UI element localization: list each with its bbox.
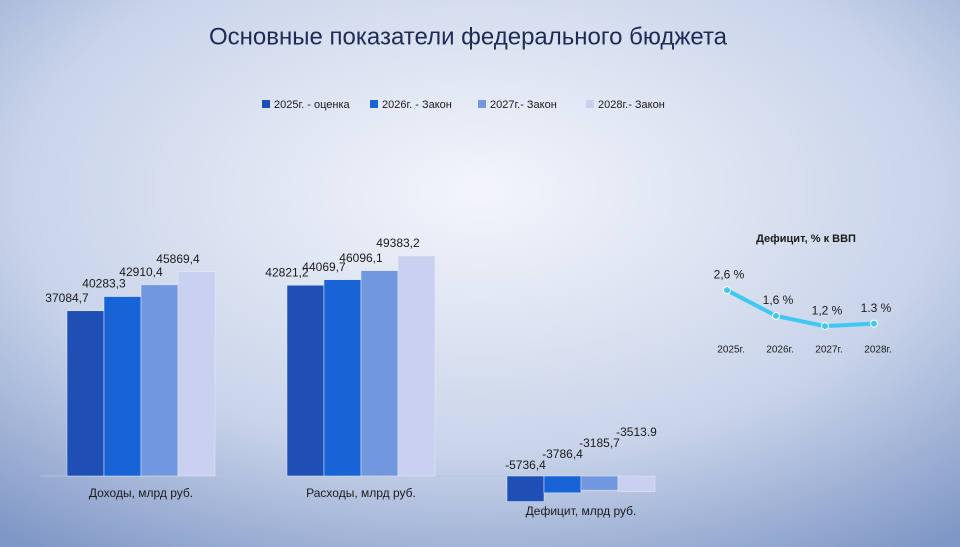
bar: [580, 475, 619, 491]
value-label: 1,6 %: [763, 293, 794, 307]
bar: [286, 284, 325, 477]
category-label: 2026г.: [766, 345, 793, 356]
legend-label: 2026г. - Закон: [382, 99, 452, 111]
bar: [397, 255, 436, 477]
bar: [323, 279, 362, 477]
legend-swatch: [478, 100, 486, 108]
category-label: Доходы, млрд руб.: [89, 486, 193, 500]
point: [870, 319, 878, 328]
value-label: 42821,2: [265, 265, 309, 279]
category-label: 2028г.: [864, 345, 891, 356]
value-label: -3513.9: [616, 425, 657, 439]
bar: [140, 284, 179, 477]
legend-label: 2025г. - оценка: [274, 99, 351, 111]
point: [723, 286, 731, 295]
legend-swatch: [262, 100, 270, 108]
value-label: 42910,4: [119, 265, 163, 279]
value-label: 44069,7: [302, 260, 346, 274]
category-label: 2025г.: [717, 345, 744, 356]
value-label: 2,6 %: [714, 267, 745, 281]
category-label: Расходы, млрд руб.: [306, 486, 416, 500]
line-title: Дефицит, % к ВВП: [756, 233, 856, 245]
value-label: 40283,3: [82, 277, 126, 291]
slide-title: Основные показатели федерального бюджета: [209, 23, 728, 50]
value-label: 37084,7: [45, 291, 89, 305]
legend-swatch: [370, 100, 378, 108]
category-label: Дефицит, млрд руб.: [526, 504, 637, 518]
bar: [103, 296, 142, 477]
point: [772, 311, 780, 320]
bar: [177, 271, 216, 477]
bar: [360, 270, 399, 477]
value-label: -3786,4: [542, 447, 583, 461]
bar: [506, 475, 545, 502]
value-label: 46096,1: [339, 251, 383, 265]
value-label: 1.3 %: [861, 301, 892, 315]
bar: [66, 310, 105, 477]
value-label: -5736,4: [505, 458, 546, 472]
bar: [543, 475, 582, 494]
value-label: 45869,4: [156, 252, 200, 266]
line: [726, 288, 875, 329]
point: [821, 322, 829, 331]
legend-swatch: [586, 100, 594, 108]
value-label: -3185,7: [579, 436, 620, 450]
bar: [617, 475, 656, 492]
legend-label: 2027г.- Закон: [490, 99, 557, 111]
value-label: 49383,2: [376, 236, 420, 250]
value-label: 1,2 %: [812, 303, 843, 317]
legend-label: 2028г.- Закон: [598, 99, 665, 111]
category-label: 2027г.: [815, 345, 842, 356]
